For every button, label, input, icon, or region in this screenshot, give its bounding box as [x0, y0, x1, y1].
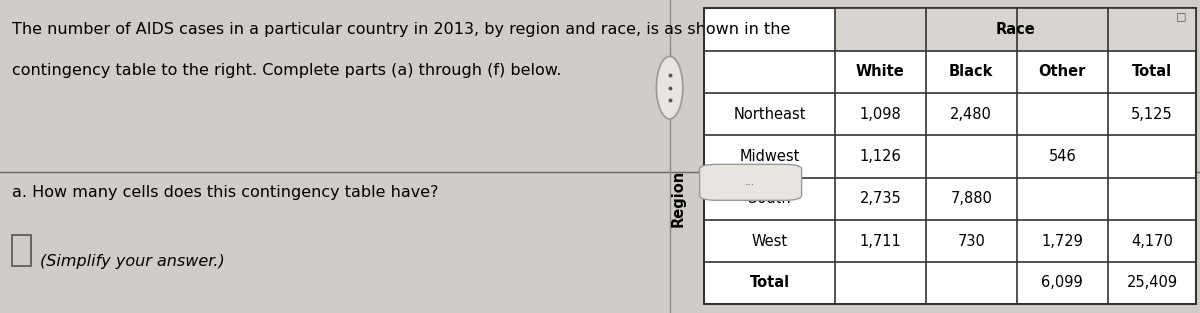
FancyBboxPatch shape [700, 164, 802, 200]
Text: 25,409: 25,409 [1127, 275, 1177, 290]
Text: Midwest: Midwest [739, 149, 799, 164]
FancyBboxPatch shape [12, 235, 31, 266]
Text: 2,735: 2,735 [859, 191, 901, 206]
Text: Region: Region [671, 170, 685, 227]
Text: Total: Total [750, 275, 790, 290]
Text: Black: Black [949, 64, 994, 80]
Text: 1,098: 1,098 [859, 107, 901, 122]
Text: 5,125: 5,125 [1132, 107, 1172, 122]
Text: 546: 546 [1049, 149, 1076, 164]
Text: The number of AIDS cases in a particular country in 2013, by region and race, is: The number of AIDS cases in a particular… [12, 22, 791, 37]
Text: Other: Other [1039, 64, 1086, 80]
Text: 4,170: 4,170 [1132, 233, 1174, 249]
Ellipse shape [656, 56, 683, 119]
Text: South: South [749, 191, 791, 206]
Text: (Simplify your answer.): (Simplify your answer.) [40, 254, 224, 269]
Text: □: □ [1176, 11, 1187, 21]
Text: contingency table to the right. Complete parts (a) through (f) below.: contingency table to the right. Complete… [12, 63, 562, 78]
Text: 2,480: 2,480 [950, 107, 992, 122]
Text: a. How many cells does this contingency table have?: a. How many cells does this contingency … [12, 185, 438, 200]
Text: 6,099: 6,099 [1042, 275, 1084, 290]
Text: 1,126: 1,126 [859, 149, 901, 164]
Text: Total: Total [1132, 64, 1172, 80]
Text: 7,880: 7,880 [950, 191, 992, 206]
Text: 1,711: 1,711 [859, 233, 901, 249]
FancyBboxPatch shape [704, 8, 1196, 304]
Text: 1,729: 1,729 [1042, 233, 1084, 249]
Text: West: West [751, 233, 787, 249]
FancyBboxPatch shape [835, 8, 1196, 51]
Text: White: White [856, 64, 905, 80]
Text: ...: ... [745, 177, 755, 187]
Text: Northeast: Northeast [733, 107, 806, 122]
Text: 730: 730 [958, 233, 985, 249]
Text: Race: Race [996, 22, 1036, 37]
